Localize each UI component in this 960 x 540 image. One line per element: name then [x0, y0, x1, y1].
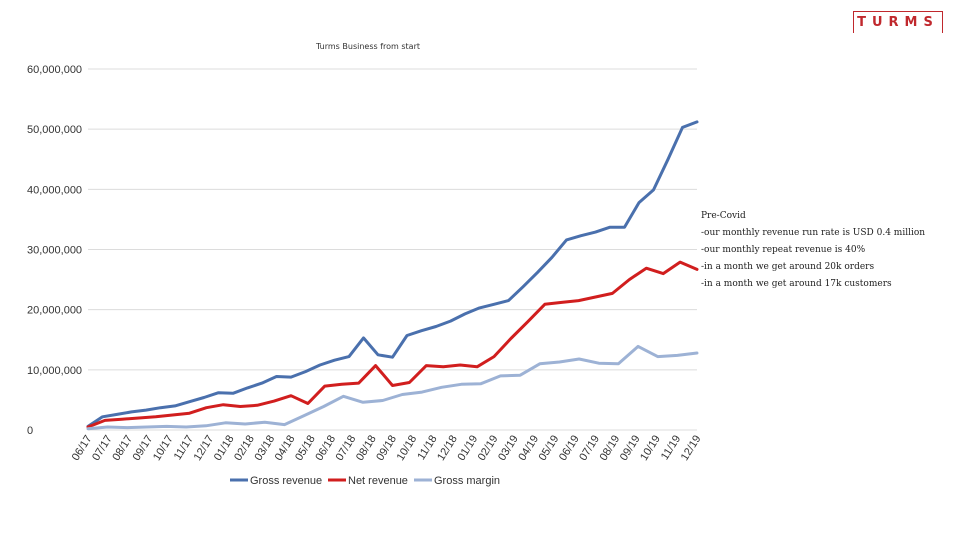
x-tick-label: 09/17 — [131, 433, 156, 463]
legend-gross-margin-label: Gross margin — [434, 475, 500, 487]
x-tick-label: 07/17 — [90, 433, 115, 463]
chart-title: Turms Business from start — [316, 42, 421, 51]
notes-panel: Pre-Covid -our monthly revenue run rate i… — [701, 208, 941, 293]
y-tick-label: 20,000,000 — [27, 305, 82, 317]
x-tick-label: 10/18 — [395, 433, 420, 463]
legend-net-revenue-label: Net revenue — [348, 475, 408, 487]
gross-revenue-line — [86, 120, 699, 428]
x-tick-label: 08/19 — [598, 433, 623, 463]
x-tick-label: 01/19 — [455, 433, 480, 463]
net-revenue-line — [86, 260, 699, 429]
note-line: -in a month we get around 20k orders — [701, 262, 875, 272]
x-tick-label: 07/18 — [334, 433, 359, 463]
x-tick-label: 12/17 — [192, 433, 217, 463]
y-tick-label: 50,000,000 — [27, 124, 82, 136]
note-line: -our monthly repeat revenue is 40% — [701, 245, 866, 255]
x-tick-label: 10/19 — [638, 433, 663, 463]
x-tick-label: 12/19 — [679, 433, 704, 463]
x-tick-label: 01/18 — [212, 433, 237, 463]
x-tick-label: 08/17 — [110, 433, 135, 463]
x-tick-label: 06/19 — [557, 433, 582, 463]
y-tick-label: 40,000,000 — [27, 184, 82, 196]
gross-margin-line — [86, 344, 699, 431]
brand-logo: TURMS — [853, 11, 943, 33]
x-tick-label: 03/18 — [252, 433, 277, 463]
y-tick-label: 10,000,000 — [27, 365, 82, 377]
x-tick-label: 03/19 — [496, 433, 521, 463]
x-tick-label: 05/19 — [537, 433, 562, 463]
note-line: -our monthly revenue run rate is USD 0.4… — [701, 228, 926, 238]
x-tick-label: 06/17 — [70, 433, 95, 463]
x-tick-label: 04/19 — [516, 433, 541, 463]
x-tick-label: 09/19 — [618, 433, 643, 463]
x-tick-label: 05/18 — [293, 433, 318, 463]
note-line: Pre-Covid — [701, 211, 746, 221]
y-tick-label: 30,000,000 — [27, 245, 82, 257]
x-tick-label: 10/17 — [151, 433, 176, 463]
x-tick-label: 07/19 — [577, 433, 602, 463]
x-tick-label: 12/18 — [435, 433, 460, 463]
x-tick-label: 08/18 — [354, 433, 379, 463]
x-tick-label: 02/18 — [232, 433, 257, 463]
x-tick-label: 04/18 — [273, 433, 298, 463]
brand-logo-text: TURMS — [857, 15, 939, 30]
y-tick-label: 60,000,000 — [27, 64, 82, 76]
x-tick-label: 02/19 — [476, 433, 501, 463]
y-tick-label: 0 — [27, 425, 33, 437]
note-line: -in a month we get around 17k customers — [701, 279, 892, 289]
legend-gross-revenue-label: Gross revenue — [250, 475, 322, 487]
x-tick-label: 06/18 — [313, 433, 338, 463]
x-tick-label: 09/18 — [374, 433, 399, 463]
